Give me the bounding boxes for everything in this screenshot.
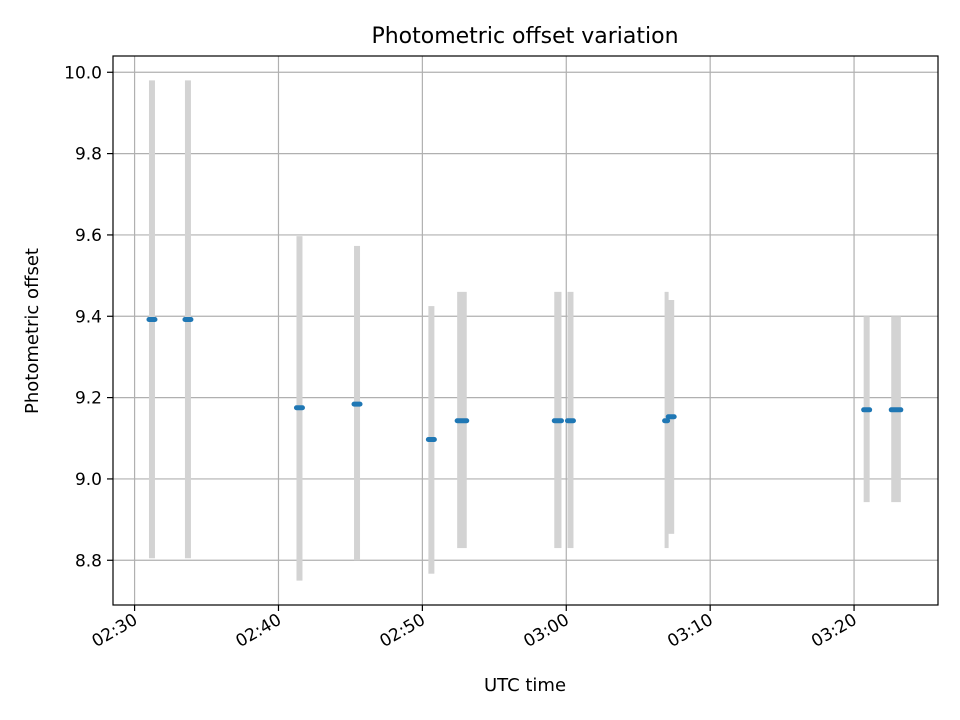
x-tick-label: 03:10: [664, 610, 716, 652]
chart-title: Photometric offset variation: [371, 24, 678, 49]
x-tick-label: 02:30: [89, 610, 141, 652]
y-tick-label: 9.6: [75, 226, 102, 246]
y-axis-label: Photometric offset: [22, 248, 43, 414]
y-tick-label: 10.0: [64, 63, 102, 83]
x-axis: 02:30 02:40 02:50 03:00 03:10 03:20: [89, 605, 861, 652]
x-tick-label: 02:50: [376, 610, 428, 652]
x-tick-label: 03:20: [808, 610, 860, 652]
y-axis: 8.8 9.0 9.2 9.4 9.6 9.8 10.0: [64, 63, 113, 571]
x-tick-label: 02:40: [233, 610, 285, 652]
y-tick-label: 9.4: [75, 307, 102, 327]
plot-frame: [112, 55, 939, 606]
offset-points: [146, 317, 904, 442]
x-axis-label: UTC time: [484, 675, 566, 696]
offset-ranges: [148, 80, 901, 581]
y-tick-label: 9.8: [75, 145, 102, 165]
grid: [113, 56, 938, 605]
x-tick-label: 03:00: [520, 610, 572, 652]
y-tick-label: 9.2: [75, 389, 102, 409]
y-tick-label: 8.8: [75, 551, 102, 571]
y-tick-label: 9.0: [75, 470, 102, 490]
